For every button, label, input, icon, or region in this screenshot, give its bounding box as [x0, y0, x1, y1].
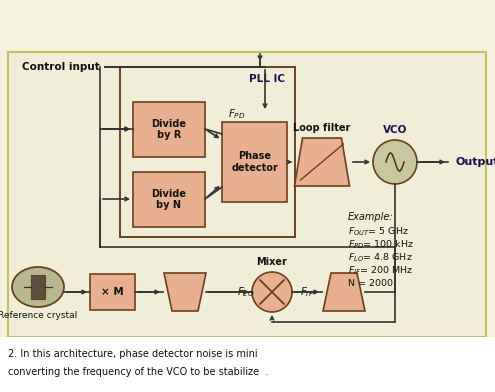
- Text: VCO: VCO: [383, 125, 407, 135]
- Text: Mixer: Mixer: [256, 257, 288, 267]
- Polygon shape: [295, 138, 349, 186]
- Bar: [90, 274, 135, 310]
- Text: $F_{IF}$: $F_{IF}$: [300, 285, 314, 299]
- Text: Divide
by R: Divide by R: [151, 119, 187, 140]
- Bar: [120, 67, 295, 237]
- Bar: [133, 102, 205, 157]
- Text: 2. In this architecture, phase detector noise is mini: 2. In this architecture, phase detector …: [8, 349, 257, 359]
- Text: converting the frequency of the VCO to be stabilize  .: converting the frequency of the VCO to b…: [8, 367, 268, 377]
- Text: Example:: Example:: [348, 212, 394, 222]
- Text: $F_{PD}$= 100 kHz: $F_{PD}$= 100 kHz: [348, 239, 414, 251]
- Text: N = 2000: N = 2000: [348, 279, 393, 289]
- Text: $F_{PD}$: $F_{PD}$: [228, 107, 246, 121]
- Text: $F_{OUT}$= 5 GHz: $F_{OUT}$= 5 GHz: [348, 226, 409, 238]
- Circle shape: [373, 140, 417, 184]
- Polygon shape: [323, 273, 365, 311]
- Text: $F_{IF}$= 200 MHz: $F_{IF}$= 200 MHz: [348, 265, 413, 277]
- Text: × M: × M: [101, 287, 124, 297]
- Bar: [222, 122, 287, 202]
- Bar: [133, 172, 205, 227]
- Text: Divide
by N: Divide by N: [151, 189, 187, 210]
- Bar: [0, 337, 495, 392]
- Bar: [8, 52, 486, 337]
- Ellipse shape: [12, 267, 64, 307]
- Text: $F_{LO}$= 4.8 GHz: $F_{LO}$= 4.8 GHz: [348, 252, 412, 264]
- Text: Reference crystal: Reference crystal: [0, 310, 78, 319]
- Text: Control input: Control input: [22, 62, 100, 72]
- Polygon shape: [164, 273, 206, 311]
- Text: Loop filter: Loop filter: [294, 123, 350, 133]
- Text: PLL IC: PLL IC: [249, 74, 285, 84]
- Text: $F_{LO}$: $F_{LO}$: [237, 285, 254, 299]
- Bar: [31, 275, 45, 299]
- Text: Output: Output: [455, 157, 495, 167]
- Text: Phase
detector: Phase detector: [231, 151, 278, 173]
- Circle shape: [252, 272, 292, 312]
